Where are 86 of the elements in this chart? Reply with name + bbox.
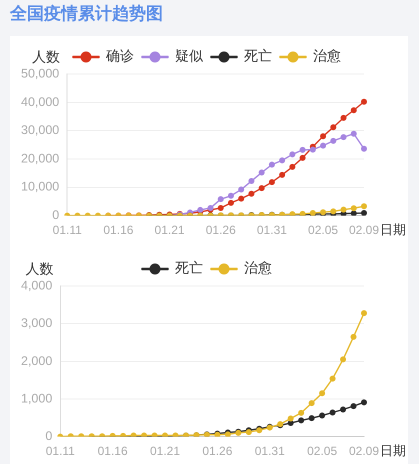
legend-label: 治愈 <box>244 260 272 277</box>
point <box>298 410 304 416</box>
point <box>218 204 224 211</box>
x-tick-label: 02.05 <box>307 444 338 458</box>
point <box>361 146 367 152</box>
point <box>330 124 336 130</box>
y-tick-label: 10,000 <box>21 180 60 194</box>
point <box>289 164 296 170</box>
point <box>361 210 367 216</box>
x-tick-label: 01.16 <box>103 223 134 238</box>
point <box>279 157 286 164</box>
legend-label: 疑似 <box>175 48 203 65</box>
point <box>238 196 244 202</box>
point <box>350 403 357 410</box>
legend-label: 治愈 <box>313 48 341 65</box>
point <box>258 170 265 176</box>
point <box>300 154 306 161</box>
point <box>319 412 326 419</box>
point <box>340 356 346 362</box>
point <box>330 410 336 416</box>
point <box>350 107 357 114</box>
point <box>308 400 315 406</box>
y-axis-title: 人数 <box>32 50 60 66</box>
point <box>330 138 336 144</box>
y-tick-label: 40,000 <box>21 94 60 109</box>
point <box>340 406 346 412</box>
point <box>319 390 326 396</box>
y-tick-label: 3,000 <box>21 316 52 330</box>
x-tick-label: 01.21 <box>154 223 185 238</box>
point <box>361 310 367 316</box>
x-tick-label: 01.26 <box>206 223 236 238</box>
x-tick-label: 01.26 <box>202 444 233 458</box>
y-tick-label: 2,000 <box>21 354 52 368</box>
chart-title: 全国疫情累计趋势图 <box>8 3 164 26</box>
point <box>248 178 254 184</box>
y-tick-label: 1,000 <box>21 391 52 406</box>
point <box>320 142 326 149</box>
point <box>340 206 347 213</box>
point <box>330 376 336 382</box>
point <box>361 203 367 210</box>
point <box>361 98 367 105</box>
point <box>258 185 265 192</box>
point <box>228 192 234 199</box>
point <box>228 200 234 206</box>
point <box>288 416 294 422</box>
x-tick-label: 01.11 <box>52 223 82 238</box>
x-tick-label: 01.11 <box>46 444 76 458</box>
x-tick-label: 01.31 <box>256 223 288 238</box>
point <box>268 162 275 168</box>
point <box>289 151 296 158</box>
point <box>308 415 315 422</box>
legend-label: 死亡 <box>244 48 272 65</box>
point <box>340 134 347 140</box>
point <box>300 146 306 153</box>
point <box>268 179 275 186</box>
x-axis-title: 日期 <box>380 222 406 238</box>
y-tick-label: 20,000 <box>21 151 60 166</box>
point <box>218 196 224 202</box>
point <box>238 186 244 193</box>
point <box>350 334 357 340</box>
legend-label: 确诊 <box>105 48 134 65</box>
y-tick-label: 0 <box>52 208 60 222</box>
x-tick-label: 01.16 <box>98 444 128 458</box>
point <box>350 205 357 212</box>
point <box>279 172 286 178</box>
point <box>340 114 347 121</box>
x-axis-title: 日期 <box>380 444 406 459</box>
x-tick-label: 02.05 <box>308 223 338 238</box>
point <box>248 190 254 197</box>
point <box>330 208 336 214</box>
y-tick-label: 0 <box>45 429 52 444</box>
point <box>320 133 326 140</box>
point <box>350 210 357 216</box>
y-axis-title: 人数 <box>25 262 54 278</box>
legend-label: 死亡 <box>175 260 203 277</box>
y-tick-label: 30,000 <box>21 123 60 138</box>
point <box>310 146 316 153</box>
x-tick-label: 01.31 <box>254 444 286 458</box>
point <box>298 417 304 424</box>
y-tick-label: 50,000 <box>21 66 60 80</box>
x-tick-label: 01.21 <box>150 444 180 458</box>
point <box>361 399 367 406</box>
y-tick-label: 4,000 <box>21 278 52 292</box>
x-tick-label: 02.09 <box>348 223 380 238</box>
point <box>350 130 357 137</box>
x-tick-label: 02.09 <box>348 444 380 458</box>
